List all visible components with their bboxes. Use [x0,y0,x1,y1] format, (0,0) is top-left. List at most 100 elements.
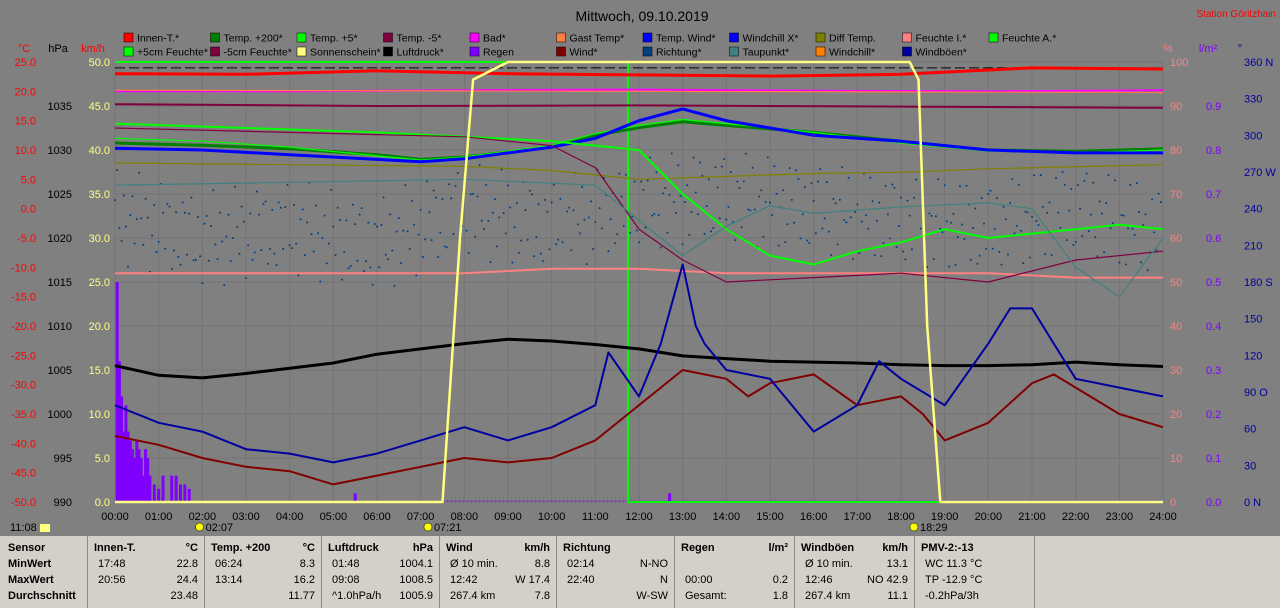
direction-point [581,185,584,188]
rain-bar [144,449,148,502]
direction-point [323,214,326,217]
rain-bar [126,431,130,502]
column-unit: hPa [412,542,433,554]
direction-point [937,178,940,181]
series-line-7 [114,162,1164,180]
direction-point [725,218,728,221]
direction-point [133,242,136,245]
tick-label-rain: 0.1 [1206,453,1221,465]
direction-point [559,197,562,200]
tick-label-humidity: 50 [1170,277,1182,289]
tick-label-direction: 270 W [1244,167,1276,179]
tick-label-wind: 15.0 [89,365,110,377]
direction-point [1085,172,1088,175]
x-tick-label: 01:00 [145,511,173,523]
column-title: Temp. +200 [211,542,271,554]
direction-point [688,233,691,236]
legend-label: Taupunkt* [743,47,790,59]
table-column: Windböen km/h Ø 10 min. 13.1 12:46 NO 42.9 267… [795,536,915,608]
sun-event-label: 02:07 [206,522,234,534]
direction-point [849,216,852,219]
tick-label-rain: 0.2 [1206,409,1221,421]
direction-point [216,257,219,260]
direction-point [467,252,470,255]
tick-label-humidity: 0 [1170,497,1176,509]
direction-point [751,166,754,169]
direction-point [548,248,551,251]
direction-point [696,213,699,216]
direction-point [376,225,378,228]
direction-point [727,205,730,208]
legend-swatch [210,46,220,57]
sun-event-icon [195,522,204,532]
tick-label-direction: 120 [1244,350,1262,362]
direction-point [175,211,178,214]
direction-point [1081,235,1084,238]
direction-point [972,227,975,230]
direction-point [777,244,780,247]
direction-point [1133,233,1136,236]
direction-point [282,247,285,250]
tick-label-humidity: 60 [1170,233,1182,245]
tick-label-direction: 90 O [1244,387,1268,399]
direction-point [692,156,695,159]
direction-point [188,212,191,215]
axis-label-direction: ° [1238,43,1242,55]
direction-point [386,258,389,261]
direction-point [135,218,138,221]
cell-right: 16.2 [293,574,315,586]
direction-point [784,241,787,244]
legend-swatch [210,32,220,43]
tick-label-direction: 150 [1244,314,1262,326]
direction-point [1044,253,1047,256]
direction-point [1111,222,1114,225]
direction-point [389,213,392,216]
direction-point [873,254,876,257]
rain-bar [137,449,141,502]
cell-right: N [660,574,668,586]
direction-point [153,204,156,207]
direction-point [327,242,330,245]
direction-point [1070,187,1073,190]
direction-point [832,197,835,200]
column-unit: °C [185,542,198,554]
direction-point [579,232,582,235]
cell-left: 09:08 [332,574,360,586]
direction-point [736,180,739,183]
direction-point [1142,224,1145,227]
cell-right: 1008.5 [399,574,433,586]
direction-point [478,164,481,167]
legend-label: Temp. +5* [310,33,358,45]
direction-point [369,266,372,269]
direction-point [210,224,213,227]
direction-point [795,169,798,172]
direction-point [1048,201,1051,204]
x-tick-label: 18:00 [887,511,915,523]
station-name: Station Göritzhain [1197,9,1277,20]
direction-point [417,233,420,236]
legend-label: Diff Temp. [829,33,876,45]
column-title: Luftdruck [328,542,379,554]
direction-point [203,222,206,225]
direction-point [919,227,922,230]
tick-label-wind: 5.0 [95,453,110,465]
direction-point [609,218,612,221]
direction-point [943,184,946,187]
direction-point [646,179,649,182]
direction-point [218,211,221,214]
cell-right: NO 42.9 [867,574,908,586]
cell-right: 8.8 [534,558,550,570]
direction-point [666,231,669,234]
direction-point [330,188,333,191]
direction-point [122,194,125,197]
tick-label-rain: 0.5 [1206,277,1221,289]
direction-point [177,255,180,258]
column-title: Wind [446,542,473,554]
direction-point [164,247,167,250]
direction-point [734,239,737,242]
direction-point [1015,224,1018,227]
rain-bar [146,458,150,502]
direction-point [1004,218,1007,221]
direction-point [114,199,116,202]
axis-label-temp: °C [18,43,30,55]
